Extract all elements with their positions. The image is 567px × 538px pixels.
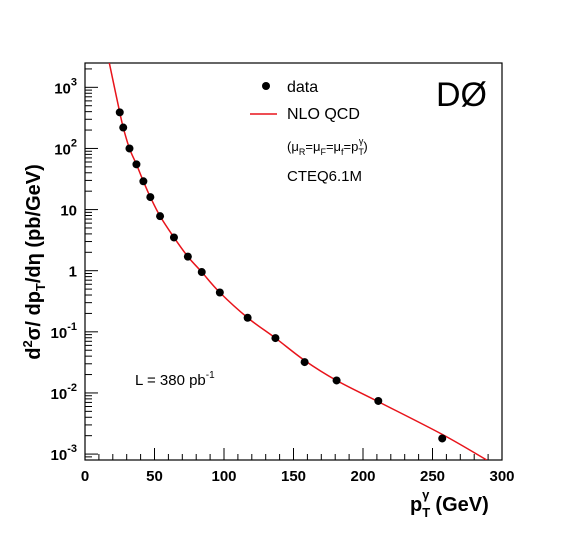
y-axis-label: d2σ/ dpT/dη (pb/GeV) [20, 164, 48, 360]
x-tick-label: 50 [146, 468, 163, 485]
data-point [132, 160, 141, 169]
y-tick-label: 103 [54, 76, 77, 97]
x-tick-label: 0 [81, 468, 89, 485]
x-axis-label: pTγ (GeV) [410, 487, 489, 520]
y-tick-label: 1 [69, 264, 77, 281]
data-point [119, 123, 128, 132]
legend-data-label: data [287, 79, 318, 96]
data-point [169, 233, 178, 242]
data-point [125, 144, 134, 153]
x-tick-label: 250 [420, 468, 445, 485]
data-point [271, 334, 280, 343]
x-tick-label: 150 [281, 468, 306, 485]
data-point [215, 288, 224, 297]
y-tick-label: 102 [54, 137, 77, 158]
data-point [115, 108, 124, 117]
legend-pdf-label: CTEQ6.1M [287, 168, 362, 185]
data-point [243, 313, 252, 322]
legend: data NLO QCD (μR=μF=μf=pTγ) CTEQ6.1M [250, 79, 368, 185]
data-point [300, 358, 309, 367]
luminosity-label: L = 380 pb-1 [135, 370, 215, 389]
data-point [183, 252, 192, 261]
data-point [139, 177, 148, 186]
x-tick-label: 200 [350, 468, 375, 485]
x-tick-label: 300 [489, 468, 514, 485]
legend-theory-label: NLO QCD [287, 106, 360, 123]
data-point [197, 268, 206, 277]
y-tick-label: 10 [60, 203, 77, 220]
legend-data-marker [262, 82, 270, 90]
x-axis-ticks: 0 50 100 150 200 250 300 [81, 448, 515, 485]
data-point [146, 193, 155, 202]
data-point [438, 434, 447, 443]
experiment-label: DØ [436, 76, 487, 114]
x-tick-label: 100 [211, 468, 236, 485]
data-point [156, 212, 165, 221]
y-tick-label: 10-1 [51, 321, 77, 342]
y-axis-ticks: 10-3 10-2 10-1 1 10 102 103 [51, 68, 98, 464]
y-tick-label: 10-3 [51, 443, 77, 464]
data-points [115, 108, 447, 443]
y-tick-label: 10-2 [51, 382, 77, 403]
data-point [374, 396, 383, 405]
data-point [332, 376, 341, 385]
legend-scale-note: (μR=μF=μf=pTγ) [287, 136, 368, 157]
